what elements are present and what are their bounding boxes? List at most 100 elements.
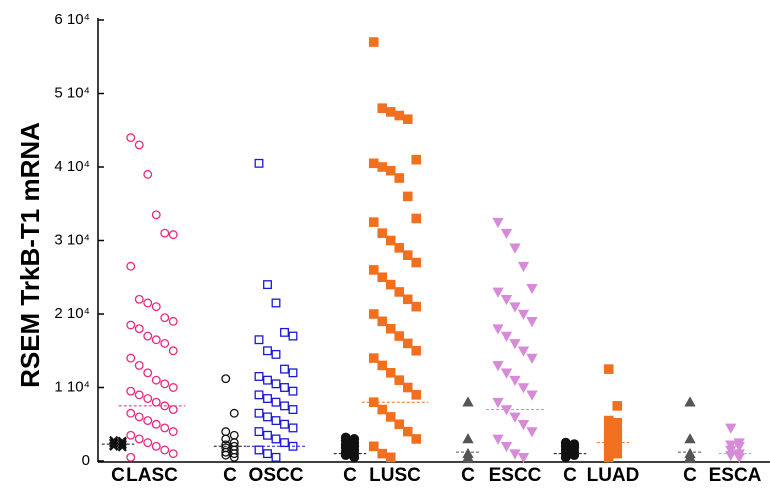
x-tick-label: LUSC <box>369 465 421 486</box>
point <box>271 416 281 426</box>
y-tick-label: 2 10⁴ <box>54 305 90 322</box>
point <box>168 316 178 326</box>
point <box>126 408 136 418</box>
point <box>612 425 623 435</box>
point <box>411 301 422 312</box>
point <box>603 452 614 463</box>
y-tick-label: 3 10⁴ <box>54 231 90 248</box>
point <box>725 445 737 456</box>
point <box>509 339 521 350</box>
point <box>684 433 696 444</box>
point <box>134 140 144 150</box>
point <box>126 261 136 271</box>
point <box>134 434 144 444</box>
x-tick-label: C <box>683 465 697 486</box>
point <box>500 228 513 239</box>
y-tick-label: 1 10⁴ <box>54 378 90 395</box>
point <box>134 294 144 304</box>
point <box>160 338 170 348</box>
point <box>271 298 281 308</box>
point <box>725 440 737 451</box>
point <box>288 405 298 414</box>
point <box>526 353 538 364</box>
point <box>492 397 504 409</box>
point <box>160 401 170 411</box>
x-tick-label: LASC <box>126 465 178 486</box>
point <box>526 427 538 438</box>
point <box>221 447 231 457</box>
point <box>377 360 388 371</box>
point <box>143 331 153 341</box>
point <box>509 243 521 254</box>
point <box>229 430 239 440</box>
point <box>517 419 530 431</box>
point <box>168 449 178 459</box>
point <box>402 114 413 125</box>
point <box>126 320 136 330</box>
point <box>263 346 272 356</box>
point <box>254 390 264 400</box>
x-tick-label: OSCC <box>249 465 304 486</box>
point <box>377 228 388 238</box>
point <box>151 419 161 429</box>
point <box>500 405 513 416</box>
point <box>462 396 474 407</box>
point <box>143 394 153 403</box>
x-tick-label: C <box>223 465 237 486</box>
point <box>263 394 272 403</box>
point <box>151 302 161 312</box>
point <box>340 450 351 461</box>
point <box>288 368 298 378</box>
point <box>517 453 530 464</box>
point <box>385 235 396 246</box>
point <box>385 368 396 378</box>
point <box>288 423 298 433</box>
point <box>151 375 161 385</box>
point <box>509 449 521 460</box>
point <box>368 353 379 363</box>
point <box>280 327 289 337</box>
point <box>263 412 272 422</box>
point <box>221 434 231 444</box>
point <box>151 397 161 407</box>
point <box>402 426 413 437</box>
point <box>492 324 504 335</box>
point <box>151 210 161 220</box>
point <box>143 438 153 448</box>
point <box>368 217 379 227</box>
point <box>271 349 281 359</box>
point <box>280 383 289 392</box>
point <box>377 448 388 459</box>
point <box>280 401 289 411</box>
point <box>517 346 530 357</box>
point <box>394 419 405 430</box>
point <box>280 419 289 429</box>
point <box>168 346 178 356</box>
point <box>288 386 298 396</box>
point <box>684 396 696 407</box>
point <box>500 442 513 453</box>
point <box>271 434 281 444</box>
point <box>263 375 272 385</box>
point <box>134 361 144 370</box>
point <box>254 372 264 381</box>
y-tick-label: 4 10⁴ <box>54 158 90 175</box>
point <box>385 107 396 117</box>
point <box>394 110 405 121</box>
point <box>288 441 298 451</box>
point <box>271 379 281 389</box>
point <box>603 364 614 374</box>
point <box>411 390 422 400</box>
point <box>126 386 136 396</box>
point <box>526 390 538 401</box>
point <box>394 331 405 341</box>
point <box>126 452 136 462</box>
point <box>117 442 127 452</box>
point <box>411 345 422 356</box>
point <box>377 162 388 172</box>
point <box>288 331 298 341</box>
point <box>500 295 513 306</box>
point <box>160 228 170 238</box>
point <box>143 169 153 179</box>
point <box>560 452 571 463</box>
